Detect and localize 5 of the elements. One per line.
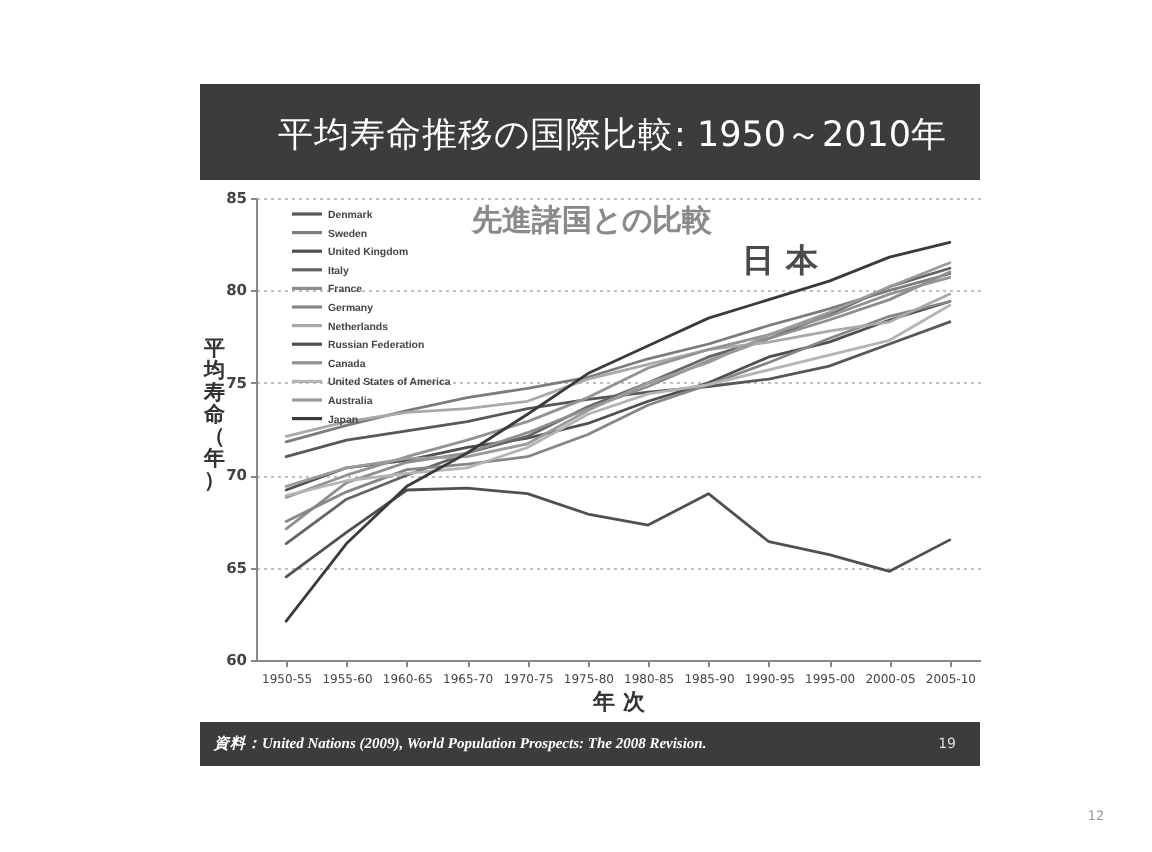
x-axis-title: 年 次 xyxy=(591,689,647,715)
y-axis-title: 平均寿命（年） xyxy=(202,337,226,493)
annotation: 日 本 xyxy=(742,241,820,279)
chart-subtitle: 先進諸国との比較 xyxy=(470,202,714,238)
chart-title: 平均寿命推移の国際比較: 1950～2010年 xyxy=(278,116,948,156)
